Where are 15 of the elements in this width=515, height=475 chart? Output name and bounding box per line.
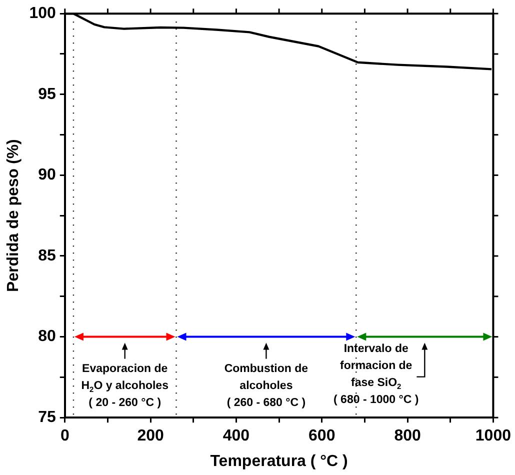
- y-tick-label: 100: [29, 5, 56, 22]
- annotation: Combustion de alcoholes ( 260 - 680 °C ): [224, 362, 308, 409]
- y-axis-title: Perdida de peso (%): [5, 139, 22, 292]
- x-tick-label: 600: [308, 428, 336, 445]
- x-axis-title: Temperatura ( °C ): [210, 452, 348, 470]
- y-tick-label: 80: [38, 328, 56, 346]
- x-tick-label: 0: [60, 428, 70, 445]
- y-tick-label: 90: [38, 166, 56, 184]
- x-tick-label: 200: [137, 428, 164, 445]
- x-tick-label: 800: [394, 428, 421, 445]
- y-tick-label: 85: [38, 247, 56, 264]
- y-tick-label: 95: [38, 86, 56, 103]
- y-tick-label: 75: [38, 409, 56, 426]
- x-tick-label: 1000: [475, 428, 512, 445]
- x-tick-label: 400: [222, 428, 250, 445]
